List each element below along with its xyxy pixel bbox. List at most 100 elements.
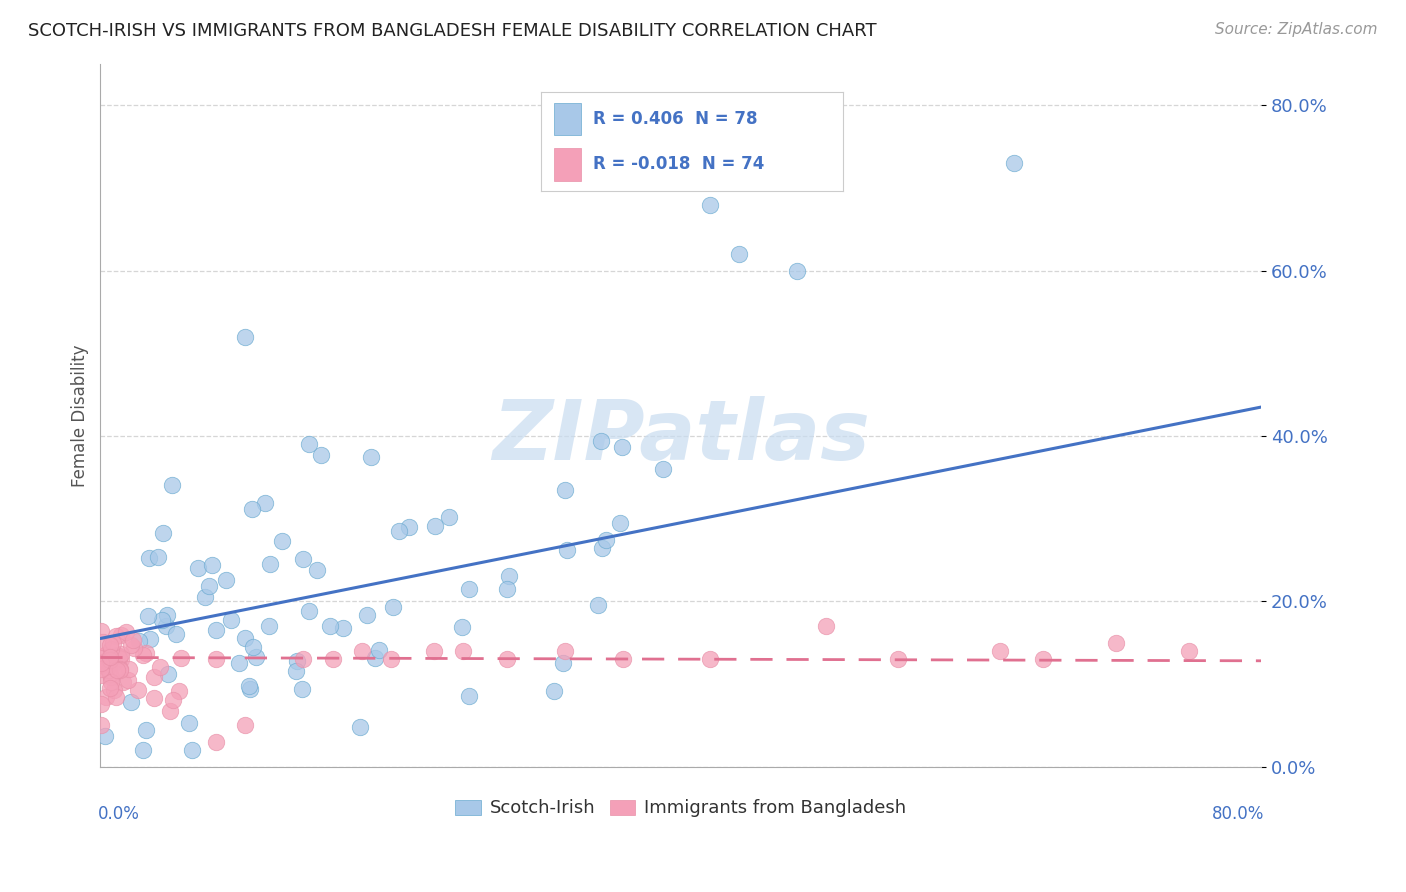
- Point: [127, 682, 149, 697]
- Point: [458, 582, 481, 596]
- Point: [437, 510, 460, 524]
- Point: [221, 613, 243, 627]
- Text: 80.0%: 80.0%: [1212, 805, 1264, 823]
- Point: [187, 561, 209, 575]
- Point: [988, 644, 1011, 658]
- Point: [110, 652, 132, 666]
- Point: [271, 534, 294, 549]
- Point: [156, 607, 179, 622]
- Point: [120, 638, 142, 652]
- Point: [423, 644, 446, 658]
- Point: [170, 651, 193, 665]
- Point: [321, 652, 343, 666]
- Point: [350, 644, 373, 658]
- Point: [162, 693, 184, 707]
- Point: [380, 652, 402, 666]
- Point: [215, 573, 238, 587]
- Point: [458, 689, 481, 703]
- Point: [205, 623, 228, 637]
- Point: [90, 656, 112, 670]
- Point: [1177, 644, 1199, 658]
- Point: [292, 652, 315, 666]
- Point: [450, 620, 472, 634]
- Point: [292, 552, 315, 566]
- Point: [93, 648, 115, 662]
- Point: [110, 662, 132, 676]
- Point: [103, 636, 125, 650]
- Point: [167, 683, 190, 698]
- Point: [228, 657, 250, 671]
- Point: [94, 654, 117, 668]
- Point: [298, 437, 321, 451]
- Point: [122, 633, 145, 648]
- Point: [233, 631, 256, 645]
- Point: [138, 608, 160, 623]
- Point: [105, 648, 128, 662]
- Point: [595, 533, 617, 547]
- Point: [318, 619, 340, 633]
- Point: [551, 656, 574, 670]
- Point: [193, 590, 215, 604]
- Point: [98, 638, 121, 652]
- Point: [103, 655, 125, 669]
- Point: [120, 695, 142, 709]
- Text: SCOTCH-IRISH VS IMMIGRANTS FROM BANGLADESH FEMALE DISABILITY CORRELATION CHART: SCOTCH-IRISH VS IMMIGRANTS FROM BANGLADE…: [28, 22, 877, 40]
- Point: [166, 627, 188, 641]
- Point: [238, 679, 260, 693]
- Point: [143, 670, 166, 684]
- Point: [699, 652, 721, 666]
- Point: [104, 690, 127, 705]
- Point: [128, 633, 150, 648]
- Point: [155, 619, 177, 633]
- Point: [94, 690, 117, 704]
- Point: [115, 624, 138, 639]
- Point: [138, 632, 160, 647]
- Text: ZIPatlas: ZIPatlas: [492, 396, 870, 477]
- Point: [332, 621, 354, 635]
- Point: [98, 653, 121, 667]
- Point: [205, 735, 228, 749]
- Point: [1032, 652, 1054, 666]
- Point: [242, 640, 264, 654]
- Point: [259, 619, 281, 633]
- Point: [349, 720, 371, 734]
- Point: [609, 516, 631, 530]
- Legend: Scotch-Irish, Immigrants from Bangladesh: Scotch-Irish, Immigrants from Bangladesh: [456, 799, 905, 817]
- Point: [146, 550, 169, 565]
- Point: [135, 723, 157, 737]
- Point: [235, 718, 257, 732]
- Point: [98, 650, 121, 665]
- Point: [388, 524, 411, 539]
- Point: [100, 670, 122, 684]
- Point: [138, 550, 160, 565]
- Point: [498, 568, 520, 582]
- Point: [554, 483, 576, 497]
- Point: [122, 640, 145, 655]
- Point: [814, 619, 837, 633]
- Point: [97, 656, 120, 670]
- Text: Source: ZipAtlas.com: Source: ZipAtlas.com: [1215, 22, 1378, 37]
- Point: [91, 635, 114, 649]
- Point: [423, 519, 446, 533]
- Point: [131, 648, 153, 663]
- Point: [90, 718, 112, 732]
- Point: [90, 648, 112, 663]
- Point: [1105, 635, 1128, 649]
- Point: [108, 650, 131, 665]
- Point: [149, 660, 172, 674]
- Point: [118, 662, 141, 676]
- Point: [100, 674, 122, 689]
- Point: [368, 642, 391, 657]
- Point: [543, 684, 565, 698]
- Point: [156, 667, 179, 681]
- Point: [98, 681, 121, 695]
- Point: [152, 525, 174, 540]
- Point: [451, 644, 474, 658]
- Point: [100, 642, 122, 657]
- Point: [254, 496, 277, 510]
- Point: [364, 651, 387, 665]
- Point: [495, 652, 517, 666]
- Text: 0.0%: 0.0%: [97, 805, 139, 823]
- Point: [235, 330, 257, 344]
- Point: [97, 658, 120, 673]
